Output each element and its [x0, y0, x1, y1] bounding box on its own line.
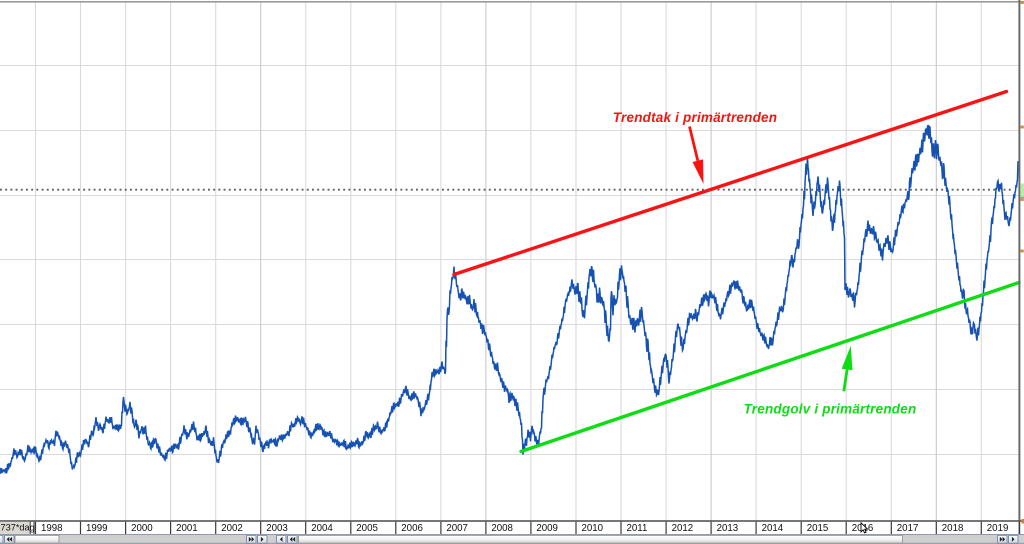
svg-text:2006: 2006	[401, 523, 423, 534]
svg-text:2019: 2019	[987, 523, 1009, 534]
svg-text:2014: 2014	[762, 523, 784, 534]
svg-text:1999: 1999	[86, 523, 108, 534]
svg-text:2001: 2001	[176, 523, 198, 534]
svg-text:2013: 2013	[717, 523, 739, 534]
svg-text:2007: 2007	[446, 523, 468, 534]
svg-text:Trendtak i primärtrenden: Trendtak i primärtrenden	[613, 110, 777, 125]
svg-text:2005: 2005	[356, 523, 378, 534]
svg-text:1998: 1998	[41, 523, 63, 534]
svg-text:2010: 2010	[582, 523, 604, 534]
svg-text:2017: 2017	[897, 523, 919, 534]
svg-text:2008: 2008	[491, 523, 513, 534]
svg-text:2002: 2002	[221, 523, 243, 534]
svg-text:2011: 2011	[627, 523, 648, 534]
svg-text:2015: 2015	[807, 523, 829, 534]
svg-text:2018: 2018	[942, 523, 964, 534]
svg-text:2000: 2000	[131, 523, 153, 534]
svg-text:2012: 2012	[672, 523, 694, 534]
svg-text:2003: 2003	[266, 523, 288, 534]
svg-text:2009: 2009	[536, 523, 558, 534]
svg-text:Trendgolv i primärtrenden: Trendgolv i primärtrenden	[744, 402, 917, 417]
svg-text:737*dag: 737*dag	[1, 523, 35, 533]
svg-text:2004: 2004	[311, 523, 333, 534]
